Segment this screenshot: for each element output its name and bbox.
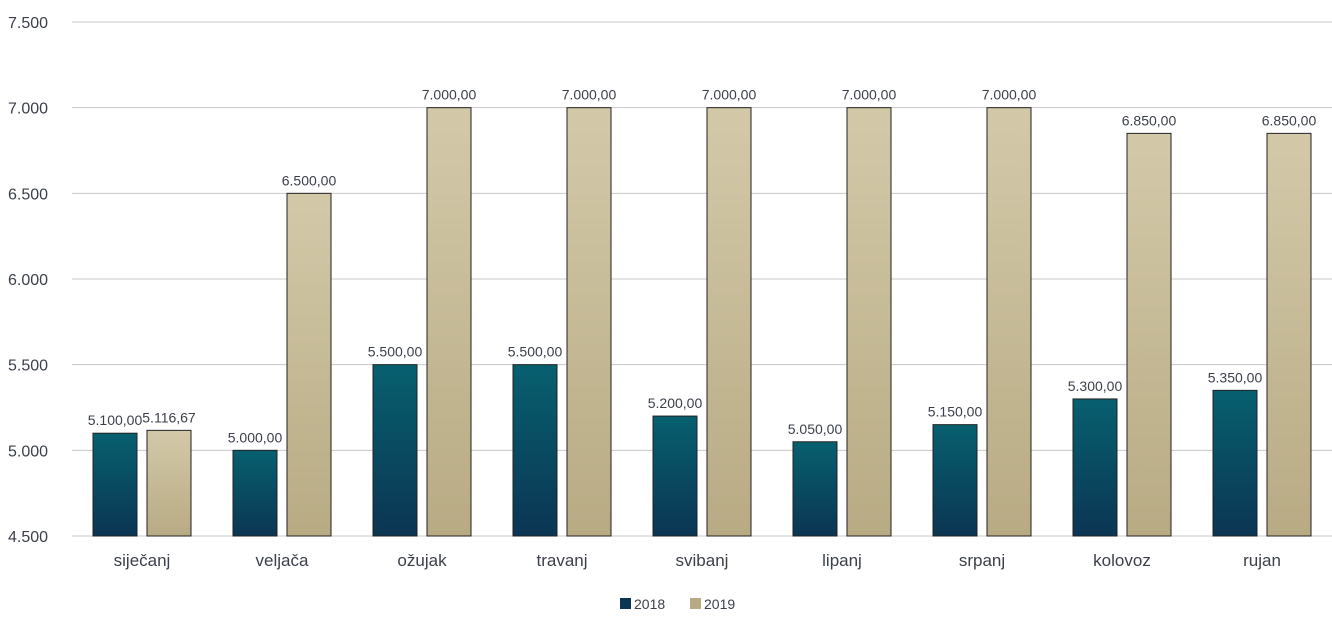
bar-2018-rujan bbox=[1212, 389, 1258, 537]
bar-2019-siječanj bbox=[146, 429, 192, 537]
x-tick-label: srpanj bbox=[959, 551, 1005, 570]
data-label: 7.000,00 bbox=[562, 87, 617, 103]
legend-item-2018: 2018 bbox=[620, 596, 665, 612]
x-tick-label: ožujak bbox=[397, 551, 447, 570]
legend-item-2019: 2019 bbox=[690, 596, 735, 612]
bar-2019-travanj bbox=[566, 107, 612, 537]
y-tick-label: 6.500 bbox=[8, 186, 48, 203]
data-label: 5.050,00 bbox=[788, 421, 843, 437]
y-axis-ticks: 4.500 5.000 5.500 6.000 6.500 7.000 7.500 bbox=[8, 15, 48, 546]
bar-2018-svibanj bbox=[652, 415, 698, 537]
y-tick-label: 6.000 bbox=[8, 272, 48, 289]
legend-label: 2018 bbox=[634, 596, 665, 612]
x-tick-label: lipanj bbox=[822, 551, 862, 570]
data-label: 5.100,00 bbox=[88, 412, 143, 428]
bar-2018-siječanj bbox=[92, 432, 138, 537]
legend: 2018 2019 bbox=[620, 596, 735, 612]
data-label: 7.000,00 bbox=[422, 87, 477, 103]
data-label: 5.200,00 bbox=[648, 395, 703, 411]
data-label: 7.000,00 bbox=[842, 87, 897, 103]
bar-2018-lipanj bbox=[792, 441, 838, 537]
bar-2019-srpanj bbox=[986, 107, 1032, 537]
x-tick-label: svibanj bbox=[676, 551, 729, 570]
data-label: 5.000,00 bbox=[228, 429, 283, 445]
data-label: 7.000,00 bbox=[982, 87, 1037, 103]
bar-2019-rujan bbox=[1266, 132, 1312, 537]
bar-2019-svibanj bbox=[706, 107, 752, 537]
bar-2018-srpanj bbox=[932, 424, 978, 537]
x-tick-label: siječanj bbox=[114, 551, 171, 570]
y-tick-label: 5.500 bbox=[8, 358, 48, 375]
legend-swatch bbox=[620, 598, 631, 609]
data-label: 5.500,00 bbox=[508, 344, 563, 360]
bar-2018-veljača bbox=[232, 449, 278, 537]
bar-2018-kolovoz bbox=[1072, 398, 1118, 537]
bars bbox=[92, 107, 1312, 537]
legend-label: 2019 bbox=[704, 596, 735, 612]
data-label: 5.116,67 bbox=[142, 409, 196, 425]
bar-2019-ožujak bbox=[426, 107, 472, 537]
data-label: 5.500,00 bbox=[368, 344, 423, 360]
x-tick-label: rujan bbox=[1243, 551, 1281, 570]
y-tick-label: 5.000 bbox=[8, 443, 48, 460]
bar-2019-kolovoz bbox=[1126, 132, 1172, 537]
gridlines bbox=[72, 21, 1332, 537]
data-labels: 5.100,00 5.116,67 5.000,00 6.500,00 5.500,00… bbox=[88, 87, 1317, 446]
x-tick-label: travanj bbox=[536, 551, 587, 570]
bar-2019-lipanj bbox=[846, 107, 892, 537]
y-tick-label: 7.000 bbox=[8, 101, 48, 118]
data-label: 6.850,00 bbox=[1262, 112, 1317, 128]
data-label: 6.500,00 bbox=[282, 172, 337, 188]
data-label: 6.850,00 bbox=[1122, 112, 1177, 128]
bar-2019-veljača bbox=[286, 192, 332, 537]
data-label: 5.300,00 bbox=[1068, 378, 1123, 394]
data-label: 7.000,00 bbox=[702, 87, 757, 103]
data-label: 5.350,00 bbox=[1208, 369, 1263, 385]
data-label: 5.150,00 bbox=[928, 404, 983, 420]
bar-2018-ožujak bbox=[372, 364, 418, 537]
x-tick-label: kolovoz bbox=[1093, 551, 1151, 570]
x-axis-ticks: siječanj veljača ožujak travanj svibanj lipan… bbox=[114, 551, 1281, 570]
y-tick-label: 4.500 bbox=[8, 529, 48, 546]
x-tick-label: veljača bbox=[256, 551, 309, 570]
legend-swatch bbox=[690, 598, 701, 609]
y-tick-label: 7.500 bbox=[8, 15, 48, 32]
bar-2018-travanj bbox=[512, 364, 558, 537]
